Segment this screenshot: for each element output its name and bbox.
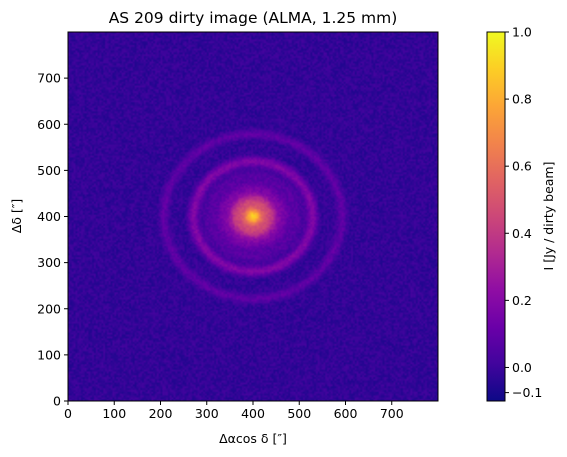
y-axis-label: Δδ [″] [9,199,24,234]
plot-area [68,32,438,401]
x-tick-label: 500 [287,406,311,421]
colorbar [486,31,506,402]
x-tick-label: 0 [64,406,72,421]
y-axis-ticks: 0 100 200 300 400 500 600 700 [37,71,68,409]
colorbar-tick-label: −0.1 [512,385,542,400]
y-tick-label: 300 [37,255,61,270]
x-tick-label: 400 [241,406,265,421]
y-tick-label: 500 [37,163,61,178]
chart-title: AS 209 dirty image (ALMA, 1.25 mm) [109,9,398,27]
x-tick-label: 700 [380,406,404,421]
y-tick-label: 0 [53,394,61,409]
x-axis-ticks: 0 100 200 300 400 500 600 700 [64,401,404,421]
colorbar-tick-label: 0.4 [512,226,532,241]
x-tick-label: 600 [334,406,358,421]
x-axis-label: Δαcos δ [″] [219,431,287,446]
colorbar-label: I [Jy / dirty beam] [541,162,556,271]
colorbar-ticks: 0.0 0.2 0.4 0.6 0.8 1.0 −0.1 [505,25,542,400]
x-tick-label: 300 [195,406,219,421]
y-tick-label: 100 [37,347,61,362]
colorbar-tick-label: 0.8 [512,92,532,107]
y-tick-label: 700 [37,71,61,86]
x-tick-label: 200 [149,406,173,421]
y-tick-label: 200 [37,301,61,316]
y-tick-label: 600 [37,117,61,132]
y-tick-label: 400 [37,209,61,224]
colorbar-tick-label: 0.6 [512,159,532,174]
colorbar-tick-label: 0.2 [512,293,532,308]
x-tick-label: 100 [102,406,126,421]
colorbar-tick-label: 0.0 [512,360,532,375]
colorbar-tick-label: 1.0 [512,25,532,40]
heatmap-image [68,32,438,401]
